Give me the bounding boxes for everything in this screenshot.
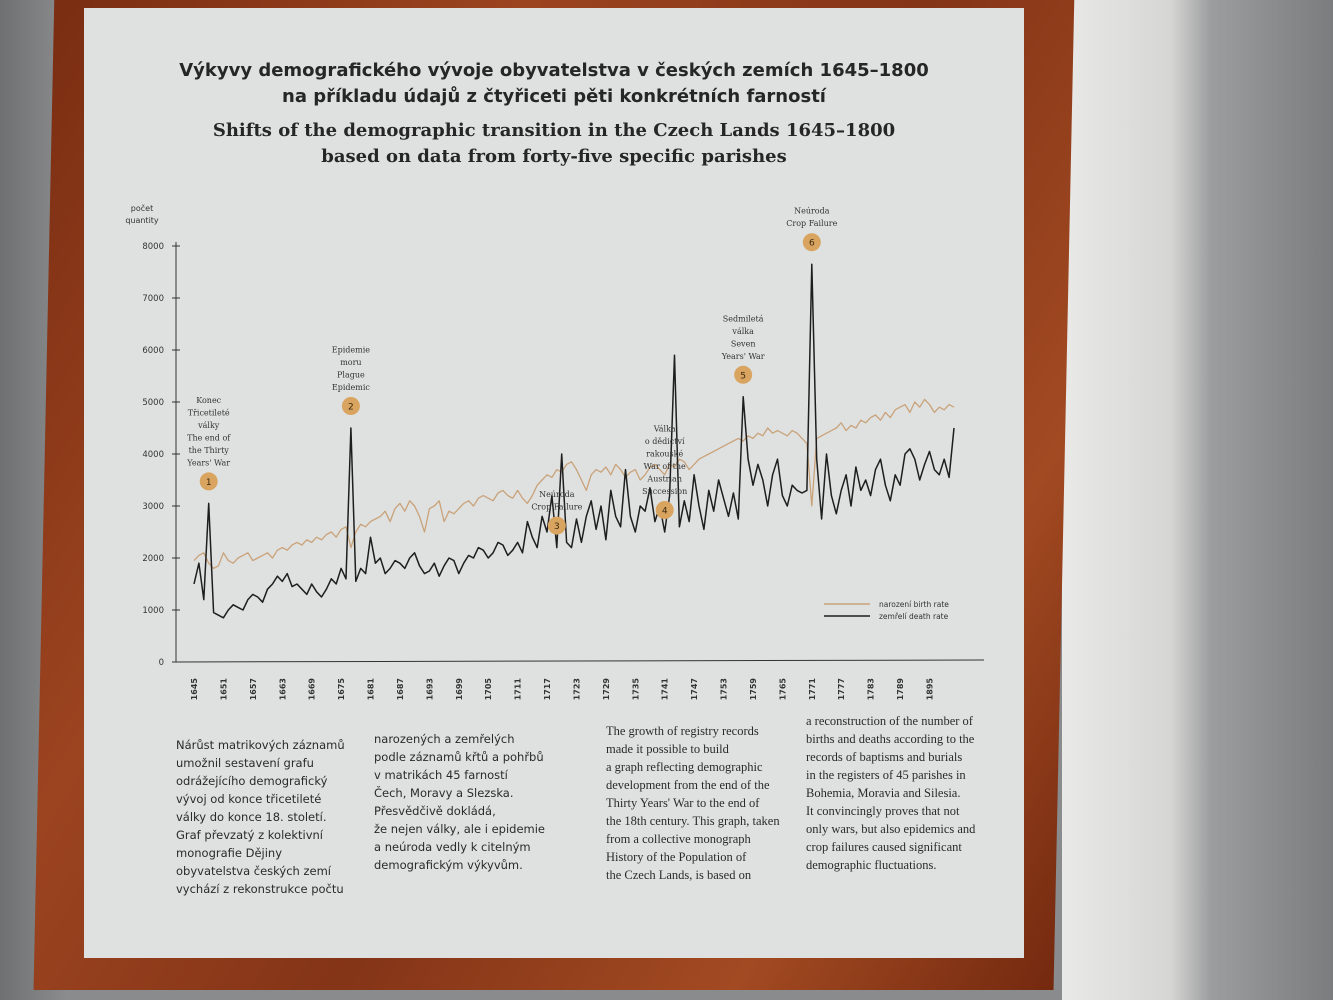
y-axis-label-en: quantity xyxy=(125,216,159,225)
x-tick-label: 1651 xyxy=(219,678,228,701)
x-tick-label: 1675 xyxy=(337,678,346,701)
series-line-death xyxy=(193,263,955,619)
x-tick-label: 1747 xyxy=(690,678,699,700)
exhibit-panel: Výkyvy demografického vývoje obyvatelstv… xyxy=(84,8,1024,958)
event-label-line: Crop Failure xyxy=(531,503,582,512)
text-cz-col1: Nárůst matrikových záznamů umožnil sesta… xyxy=(176,738,345,896)
x-tick-label: 1783 xyxy=(867,678,876,700)
event-label-line: válka xyxy=(731,327,754,336)
event-label-line: Třicetileté xyxy=(188,408,230,417)
y-tick-label: 8000 xyxy=(142,242,164,252)
event-label-line: Epidemie xyxy=(332,346,371,355)
x-tick-label: 1777 xyxy=(837,678,846,700)
x-tick-label: 1759 xyxy=(749,678,758,701)
x-tick-label: 1789 xyxy=(896,678,905,701)
event-marker xyxy=(802,233,821,252)
x-tick-label: 1735 xyxy=(631,678,640,701)
event-label-line: Sedmiletá xyxy=(723,314,764,323)
event-label-line: Plague xyxy=(337,371,365,380)
x-axis xyxy=(175,659,985,663)
x-tick-label: 1723 xyxy=(572,678,581,700)
x-tick-label: 1741 xyxy=(661,678,670,701)
event-label-line: moru xyxy=(340,358,361,367)
event-label-line: Neúroda xyxy=(794,207,830,216)
event-label-line: rakouské xyxy=(646,450,683,459)
event-marker xyxy=(547,516,566,535)
event-marker xyxy=(655,501,674,519)
y-tick-label: 6000 xyxy=(142,346,164,356)
event-label-line: The end of xyxy=(187,433,231,442)
event-marker xyxy=(734,365,753,384)
x-tick-label: 1687 xyxy=(396,678,405,700)
title-en-line1: Shifts of the demographic transition in … xyxy=(212,120,896,141)
text-en-col1: The growth of registry records made it p… xyxy=(606,724,780,882)
event-label-line: Years' War xyxy=(186,458,230,467)
x-tick-label: 1753 xyxy=(720,678,729,700)
event-label-line: Succession xyxy=(642,487,687,496)
x-tick-label: 1711 xyxy=(514,678,523,701)
event-label-line: války xyxy=(197,421,220,430)
event-label-line: the Thirty xyxy=(189,446,230,455)
y-tick-label: 5000 xyxy=(142,398,164,408)
event-marker-number: 6 xyxy=(809,239,815,249)
x-tick-label: 1681 xyxy=(367,678,376,701)
event-label-line: Seven xyxy=(731,339,756,348)
y-tick-label: 4000 xyxy=(142,450,164,460)
y-tick-label: 2000 xyxy=(142,554,164,564)
event-label-line: Austrian xyxy=(646,475,682,484)
x-tick-label: 1699 xyxy=(455,678,464,701)
y-axis-label-cz: počet xyxy=(131,203,153,213)
text-cz-col2: narozených a zemřelých podle záznamů křt… xyxy=(374,732,546,872)
y-tick-label: 1000 xyxy=(142,606,164,616)
event-label-line: Epidemic xyxy=(332,383,371,392)
event-marker-number: 5 xyxy=(740,371,746,381)
x-tick-label: 1771 xyxy=(808,678,817,701)
title-cz-line2: na příkladu údajů z čtyřiceti pěti konkr… xyxy=(282,86,826,107)
y-tick-label: 0 xyxy=(159,658,164,668)
wall-right xyxy=(1062,0,1333,1000)
event-marker xyxy=(199,472,218,491)
legend-label-death: zemřelí death rate xyxy=(879,612,949,621)
event-marker-number: 4 xyxy=(662,507,668,517)
x-tick-label: 1663 xyxy=(278,678,287,700)
series-line-birth xyxy=(193,398,955,570)
event-marker-number: 3 xyxy=(554,522,560,532)
event-label-line: Válka xyxy=(653,425,676,434)
event-label-line: Neúroda xyxy=(539,490,575,499)
x-tick-label: 1645 xyxy=(190,678,199,701)
x-tick-label: 1657 xyxy=(249,678,258,700)
event-label-line: o dědictví xyxy=(645,437,685,446)
event-label-line: Years' War xyxy=(721,352,765,361)
x-tick-label: 1669 xyxy=(308,678,317,701)
x-tick-label: 1705 xyxy=(484,678,493,701)
text-en-col2: a reconstruction of the number of births… xyxy=(806,714,976,872)
x-tick-label: 1729 xyxy=(602,678,611,701)
event-label-line: War of the xyxy=(644,462,686,471)
y-tick-label: 3000 xyxy=(142,502,164,512)
demographic-chart: počet quantity 0 1000 2000 3000 4000 5000 6000 70… xyxy=(125,203,985,701)
title-cz-line1: Výkyvy demografického vývoje obyvatelstv… xyxy=(179,60,929,81)
x-tick-label: 1765 xyxy=(778,678,787,701)
y-tick-label: 7000 xyxy=(142,294,164,304)
event-marker-number: 1 xyxy=(206,478,212,488)
legend-label-birth: narození birth rate xyxy=(879,600,949,609)
x-tick-label: 1693 xyxy=(425,678,434,700)
x-tick-label: 1895 xyxy=(925,678,934,701)
x-tick-label: 1717 xyxy=(543,678,552,700)
event-label-line: Konec xyxy=(196,396,221,405)
title-en-line2: based on data from forty-five specific p… xyxy=(321,146,787,167)
event-label-line: Crop Failure xyxy=(786,219,837,228)
event-marker-number: 2 xyxy=(348,403,354,413)
event-marker xyxy=(341,397,360,415)
